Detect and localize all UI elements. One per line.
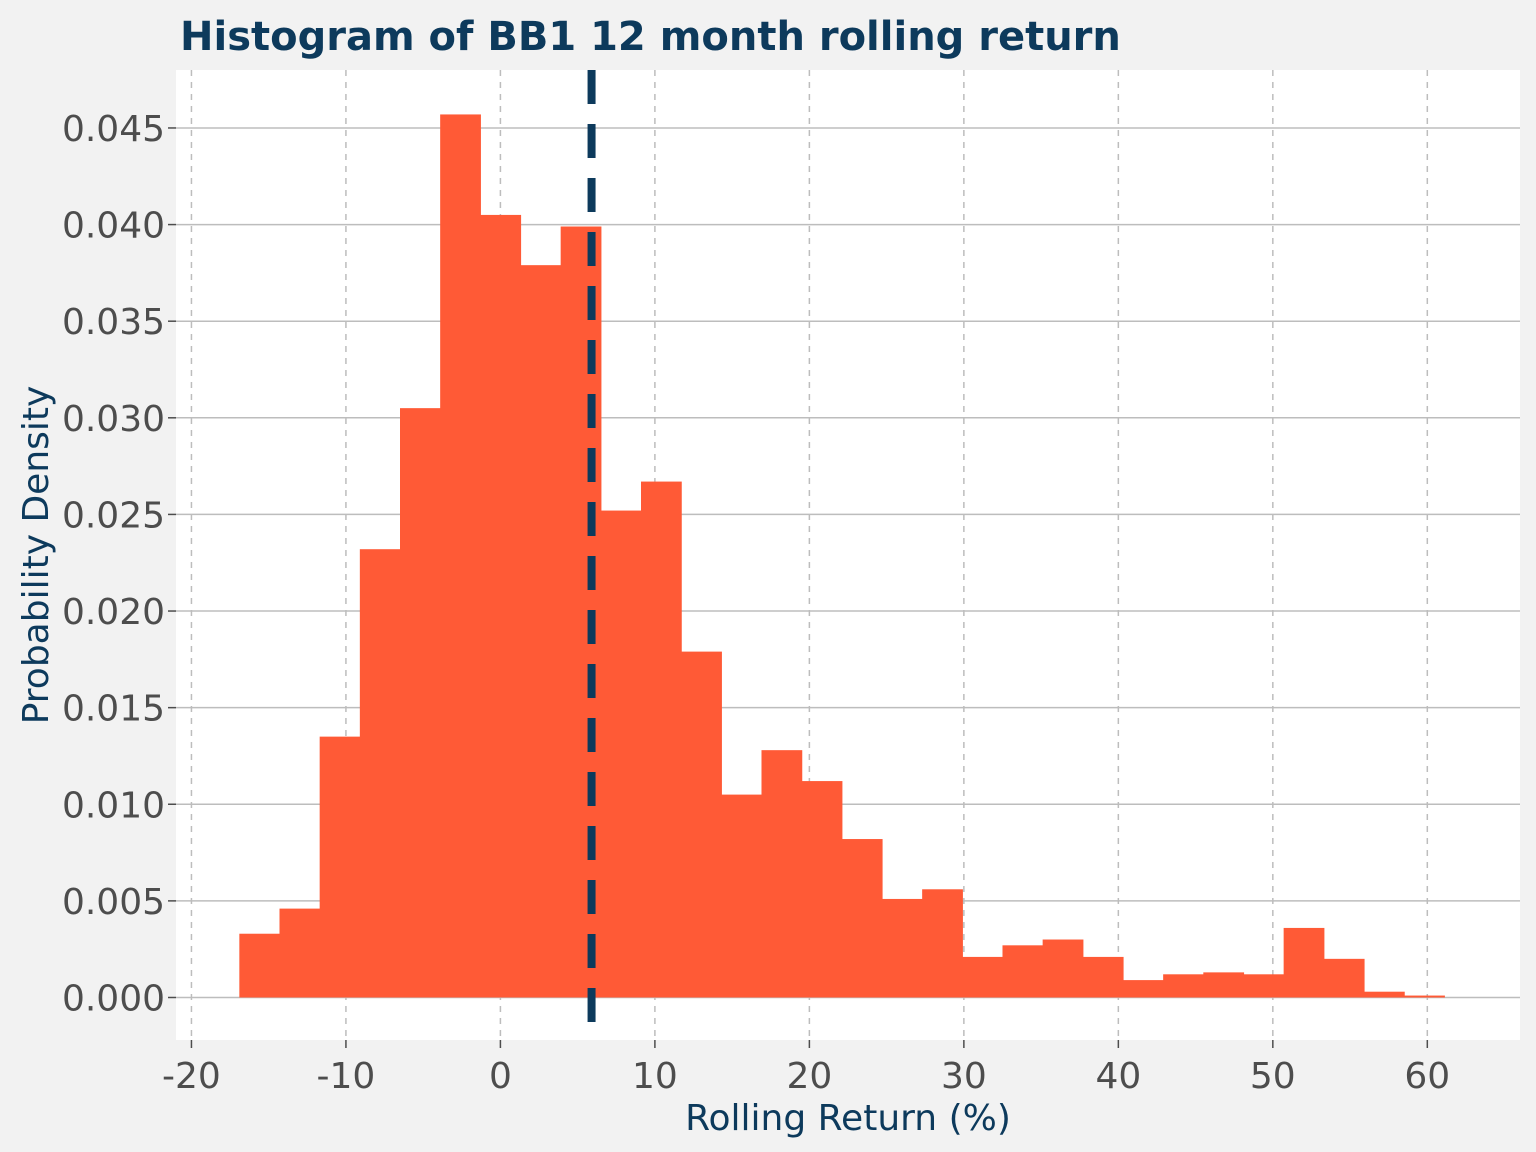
x-axis-label: Rolling Return (%) xyxy=(685,1098,1011,1139)
histogram-bar xyxy=(1163,974,1204,998)
histogram-bar xyxy=(1323,958,1365,998)
histogram-bar xyxy=(359,549,401,998)
x-tick-label: 30 xyxy=(941,1056,987,1097)
histogram-bar xyxy=(400,408,441,998)
x-tick-label: 20 xyxy=(786,1056,832,1097)
y-tick-label: 0.045 xyxy=(62,109,165,150)
histogram-bar xyxy=(1283,927,1325,998)
histogram-bar xyxy=(801,781,843,998)
histogram-bar xyxy=(1122,980,1164,998)
histogram-bar xyxy=(1363,991,1405,998)
histogram-bar xyxy=(1404,995,1445,998)
y-tick-label: 0.005 xyxy=(62,882,165,923)
histogram-bar xyxy=(721,794,763,998)
histogram-bar xyxy=(922,889,963,998)
x-tick-label: -20 xyxy=(162,1056,221,1097)
histogram-bar xyxy=(681,651,722,998)
x-tick-label: 40 xyxy=(1095,1056,1141,1097)
x-tick-label: 10 xyxy=(632,1056,678,1097)
histogram-bar xyxy=(1082,956,1124,998)
histogram-bar xyxy=(640,481,682,998)
x-tick-label: -10 xyxy=(317,1056,376,1097)
x-tick-label: 60 xyxy=(1404,1056,1450,1097)
y-tick-label: 0.040 xyxy=(62,206,165,247)
x-tick-label: 50 xyxy=(1250,1056,1296,1097)
histogram-bar xyxy=(1243,974,1285,998)
y-tick-label: 0.020 xyxy=(62,592,165,633)
grid-lines xyxy=(176,70,1520,1040)
histogram-bar xyxy=(761,750,803,998)
y-tick-label: 0.030 xyxy=(62,399,165,440)
y-tick-label: 0.010 xyxy=(62,785,165,826)
histogram-bar xyxy=(480,214,522,998)
y-tick-label: 0.000 xyxy=(62,978,165,1019)
histogram-bar xyxy=(440,114,481,998)
histogram-bar xyxy=(1002,945,1044,998)
y-tick-label: 0.015 xyxy=(62,689,165,730)
histogram-bars xyxy=(239,114,1445,998)
y-axis-label: Probability Density xyxy=(16,386,57,725)
x-tick-label: 0 xyxy=(489,1056,512,1097)
histogram-bar xyxy=(881,898,923,998)
y-tick-labels: 0.000 0.005 0.010 0.015 0.020 0.025 0.030 0.035… xyxy=(62,109,176,1019)
histogram-bar xyxy=(1042,939,1084,998)
histogram-bar xyxy=(600,510,642,998)
y-tick-label: 0.025 xyxy=(62,495,165,536)
y-tick-label: 0.035 xyxy=(62,302,165,343)
chart-title: Histogram of BB1 12 month rolling return xyxy=(180,14,1121,60)
histogram-bar xyxy=(841,839,883,998)
x-tick-labels: -20 -10 0 10 20 30 40 50 60 xyxy=(162,1040,1450,1097)
histogram-bar xyxy=(279,908,321,998)
histogram-bar xyxy=(962,956,1004,998)
histogram-bar xyxy=(319,736,361,998)
histogram-bar xyxy=(239,933,281,998)
histogram-bar xyxy=(520,265,562,998)
histogram-bar xyxy=(1203,972,1245,998)
